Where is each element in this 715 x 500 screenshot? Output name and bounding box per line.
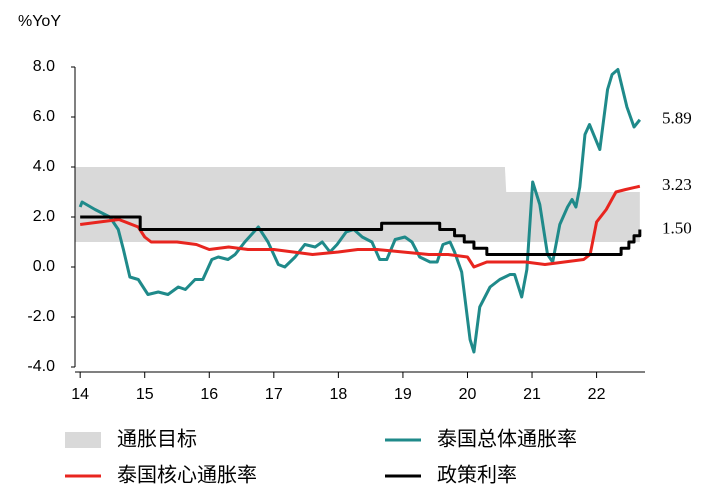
y-tick-label: 0.0 [33,258,55,275]
x-tick-label: 19 [394,386,412,403]
x-tick-label: 14 [71,386,89,403]
y-tick-label: -2.0 [27,308,55,325]
legend-label: 政策利率 [437,463,517,487]
end-label: 5.89 [662,109,692,128]
x-tick-label: 17 [265,386,283,403]
legend-label: 通胀目标 [117,427,197,451]
legend-swatch [65,432,101,448]
y-tick-label: -4.0 [27,358,55,375]
legend-label: 泰国总体通胀率 [437,427,577,451]
y-tick-label: 6.0 [33,108,55,125]
y-axis-label: %YoY [18,13,61,30]
legend-label: 泰国核心通胀率 [117,463,257,487]
series-line [79,184,641,269]
x-tick-label: 22 [588,386,606,403]
series-line [78,68,642,354]
target-band [75,167,640,242]
y-tick-label: 8.0 [33,58,55,75]
y-tick-label: 4.0 [33,158,55,175]
end-label: 1.50 [662,218,692,237]
x-tick-label: 18 [329,386,347,403]
x-tick-label: 16 [200,386,218,403]
end-label: 3.23 [662,175,692,194]
x-tick-label: 20 [459,386,477,403]
y-tick-label: 2.0 [33,208,55,225]
x-tick-label: 15 [136,386,154,403]
x-tick-label: 21 [523,386,541,403]
series-line [80,215,642,256]
